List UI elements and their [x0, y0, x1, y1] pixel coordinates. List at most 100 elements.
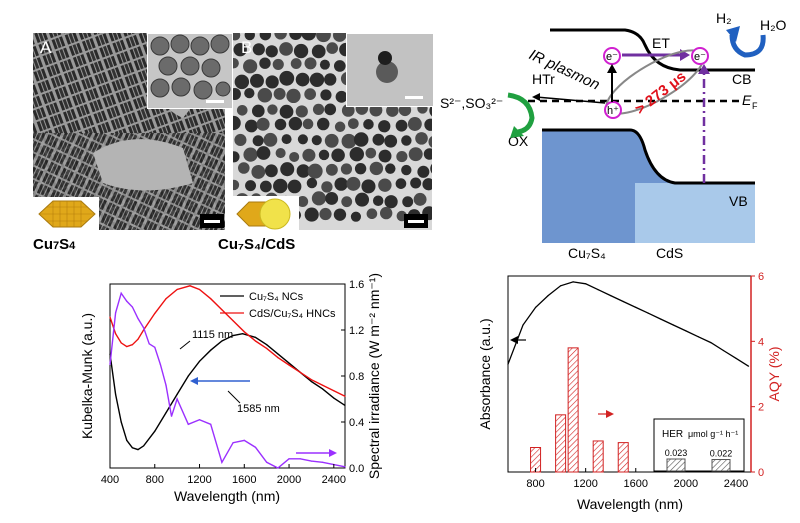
chart1-point — [232, 442, 234, 444]
tem-particle — [410, 177, 422, 189]
tem-particle — [296, 164, 311, 178]
chart1-point — [242, 333, 244, 335]
tem-particle — [332, 33, 347, 42]
tem-particle — [413, 192, 427, 206]
chart1-xtick-label: 2400 — [322, 474, 346, 486]
her-inset-bar — [711, 459, 731, 472]
chart1-point — [310, 460, 313, 462]
tem-particle — [363, 119, 374, 130]
chart1-point — [277, 353, 279, 355]
legend-label-hncs: CdS/Cu₇S₄ HNCs — [249, 308, 336, 320]
tem-particle — [252, 43, 265, 56]
tem-particle — [324, 133, 339, 148]
legend-label-cu7s4: Cu₇S₄ NCs — [249, 291, 304, 303]
chart2-xtick-label: 1200 — [573, 478, 597, 490]
tem-particle — [234, 74, 250, 90]
tem-particle — [272, 58, 284, 70]
tem-particle — [233, 42, 247, 57]
tem-particle — [304, 207, 319, 222]
tem-particle — [318, 149, 330, 161]
caption-cu7s4-base: Cu — [33, 236, 53, 253]
caption-cu7s4-sub1: 7 — [53, 240, 60, 252]
tem-particle — [279, 42, 293, 56]
absorbance-point — [672, 324, 674, 326]
tem-particle — [274, 33, 287, 40]
h2-evolution-arrow — [729, 34, 766, 58]
scavenger-label: S²⁻,SO₃²⁻ — [440, 95, 503, 111]
chart1-point — [131, 306, 133, 308]
tem-particle — [408, 147, 423, 162]
chart1-point — [198, 360, 201, 362]
et-label: ET — [652, 35, 670, 51]
chart1-xtick-label: 1200 — [187, 474, 211, 486]
chart1-point — [142, 327, 145, 329]
chart1-point — [288, 362, 290, 364]
chart1-point — [333, 397, 335, 399]
tem-particle — [424, 118, 432, 131]
tem-particle — [306, 177, 318, 189]
tem-particle — [346, 176, 361, 191]
tem-particle — [233, 179, 240, 191]
chart1-point — [299, 458, 301, 460]
tem-particle — [252, 135, 264, 147]
tem-particle — [233, 33, 241, 41]
tem-particle — [279, 104, 294, 119]
annotation-1115-pointer — [179, 340, 191, 350]
chart1-ytick-label: 0.4 — [349, 417, 364, 429]
tem-inset-a — [147, 33, 233, 109]
chart1-point — [221, 309, 223, 311]
tem-particle — [295, 105, 308, 118]
vb-region-cu7s4 — [542, 130, 635, 243]
her-inset-title: HER — [662, 429, 683, 440]
chart2-x-axis-label: Wavelength (nm) — [577, 496, 683, 512]
tem-particle — [244, 33, 255, 41]
caption-cu7s4-sub2: 4 — [69, 240, 76, 252]
tem-particle — [244, 87, 255, 99]
tem-particle — [341, 133, 357, 149]
tem-particle — [402, 196, 414, 208]
tem-particle — [301, 33, 317, 41]
tem-particle — [302, 118, 314, 130]
chart1-point — [344, 404, 346, 407]
tem-particle — [267, 104, 278, 115]
cb-label: CB — [732, 71, 751, 87]
absorbance-point — [622, 300, 624, 303]
electron-label-left: e⁻ — [606, 51, 618, 63]
chart1-series-2 — [109, 291, 346, 469]
chart1-point — [288, 458, 290, 460]
tem-particle — [273, 87, 286, 100]
tem-particle — [354, 162, 367, 175]
annotation-1585-pointer — [227, 390, 241, 404]
model-inset-a — [33, 197, 99, 231]
tem-particle — [378, 120, 391, 133]
chart1-point — [114, 312, 117, 314]
tem-particle — [256, 146, 271, 160]
tem-particle — [423, 148, 432, 160]
tem-particle — [259, 57, 271, 69]
chart2-xtick-label: 1600 — [624, 478, 648, 490]
tem-particle — [366, 208, 378, 220]
chart1-point — [277, 467, 279, 469]
chart1-point — [210, 423, 212, 425]
aqy-bar — [592, 440, 604, 473]
chart1-point — [232, 334, 234, 337]
chart1-point — [189, 285, 191, 287]
chart1-point — [109, 363, 111, 366]
tem-particle — [304, 88, 317, 100]
tem-particle — [288, 116, 303, 131]
tem-particle — [335, 90, 348, 103]
absorbance-point — [522, 324, 524, 326]
cb-curve — [550, 28, 755, 72]
htr-arrow — [535, 96, 606, 104]
hole-label: h⁺ — [607, 105, 619, 117]
absorbance-point — [697, 336, 699, 338]
chart1-ytick-label: 0.0 — [349, 463, 364, 475]
chart1-point — [277, 357, 279, 359]
chart1-point — [126, 300, 128, 302]
h2-label: H₂ — [716, 10, 732, 26]
chart1-point — [126, 439, 128, 441]
tem-particle — [428, 136, 432, 148]
chart1-point — [154, 346, 156, 348]
tem-particle — [325, 163, 338, 176]
tem-particle — [321, 181, 333, 193]
